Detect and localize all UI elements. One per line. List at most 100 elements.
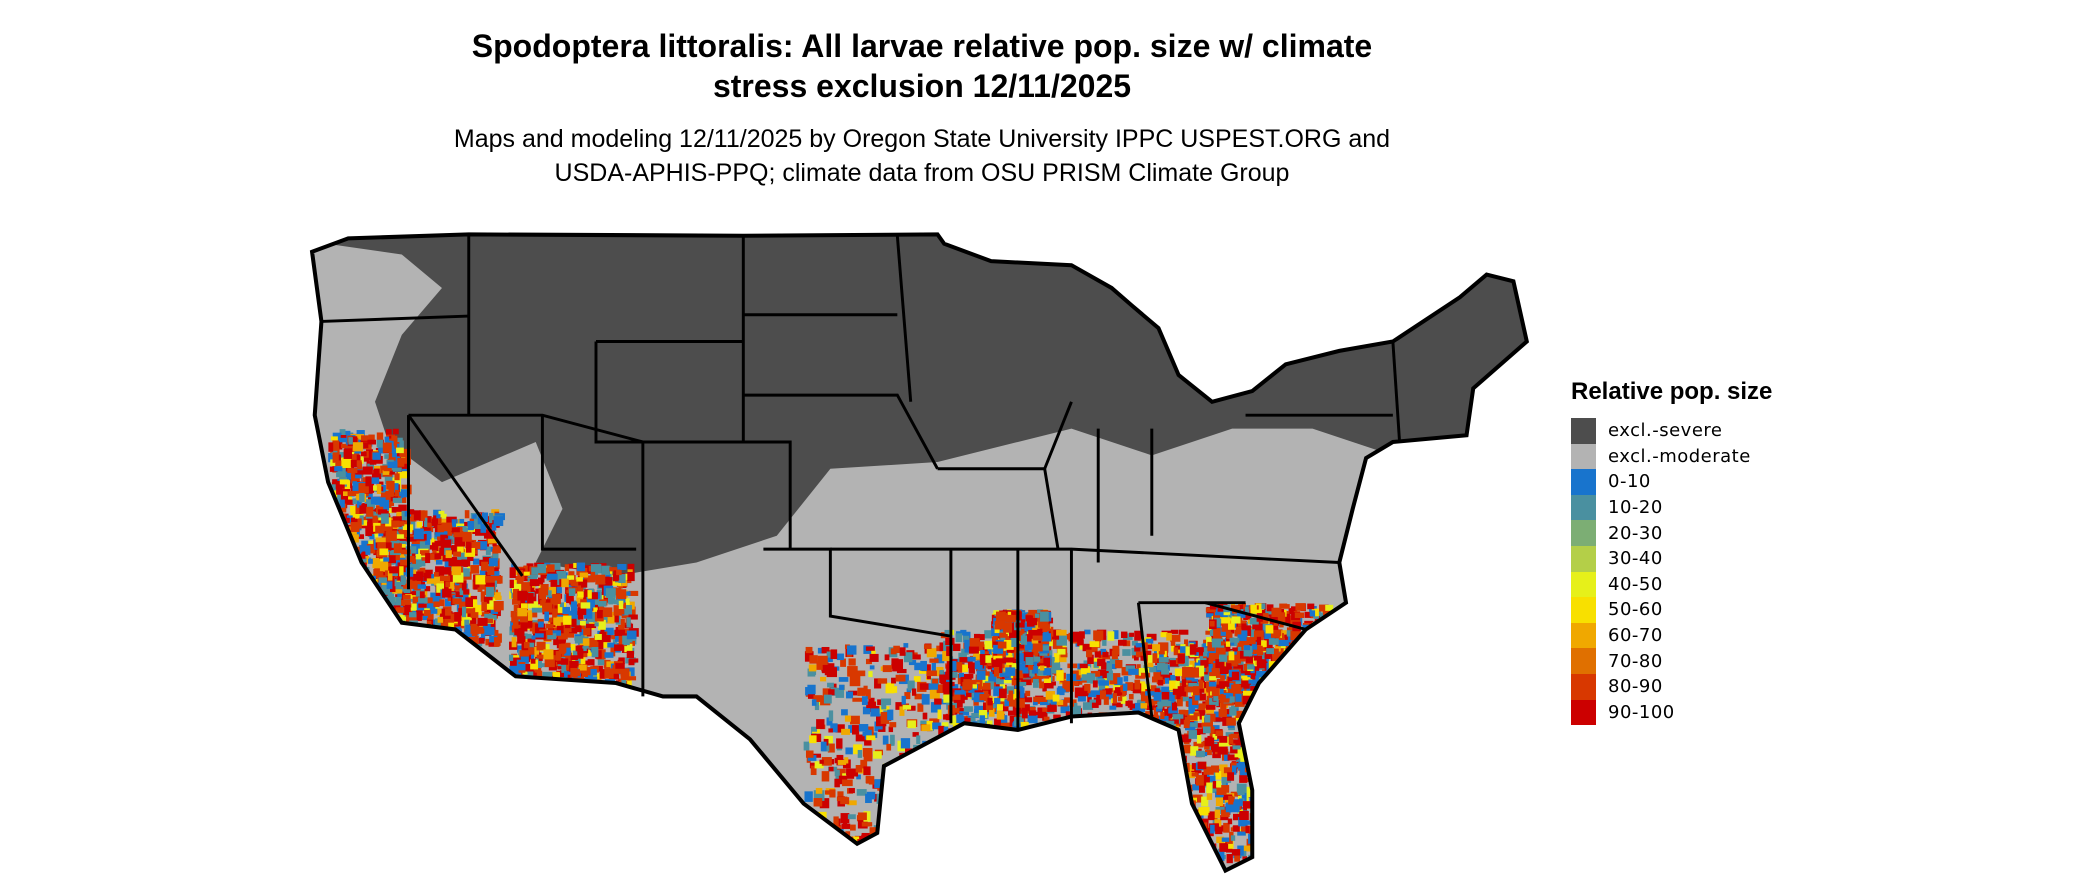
population-cell: [1171, 836, 1182, 842]
population-cell: [1193, 844, 1203, 851]
population-cell: [411, 591, 417, 596]
population-cell: [347, 600, 357, 607]
population-cell: [808, 664, 817, 672]
population-cell: [577, 591, 584, 598]
population-cell: [968, 664, 975, 674]
population-cell: [463, 590, 469, 601]
population-cell: [625, 598, 630, 606]
population-cell: [1253, 813, 1260, 819]
population-cell: [343, 586, 352, 597]
population-cell: [429, 574, 434, 580]
population-cell: [1270, 670, 1276, 680]
population-cell: [956, 757, 964, 768]
population-cell: [480, 523, 487, 533]
population-cell: [406, 628, 418, 636]
population-cell: [523, 571, 530, 576]
population-cell: [1215, 795, 1224, 807]
population-cell: [880, 698, 892, 706]
population-cell: [1045, 691, 1056, 700]
population-cell: [1262, 685, 1272, 693]
population-cell: [433, 572, 439, 577]
population-cell: [616, 569, 622, 576]
population-cell: [1272, 625, 1279, 630]
population-cell: [494, 637, 500, 647]
population-cell: [1092, 728, 1101, 738]
population-cell: [438, 628, 445, 638]
population-cell: [419, 591, 425, 599]
population-cell: [976, 670, 986, 680]
population-cell: [956, 708, 966, 714]
population-cell: [547, 633, 557, 640]
population-cell: [376, 623, 383, 632]
population-cell: [413, 528, 424, 540]
population-cell: [934, 804, 946, 812]
population-cell: [1096, 694, 1101, 706]
population-cell: [1003, 834, 1011, 839]
population-cell: [1229, 680, 1234, 689]
population-cell: [824, 669, 836, 676]
population-cell: [1318, 664, 1329, 671]
population-cell: [841, 823, 851, 829]
population-cell: [1206, 775, 1216, 782]
population-cell: [373, 533, 378, 538]
population-cell: [849, 675, 861, 687]
population-cell: [527, 636, 536, 643]
population-cell: [961, 746, 970, 755]
population-cell: [367, 439, 377, 445]
population-cell: [329, 587, 335, 597]
population-cell: [1238, 816, 1248, 827]
population-cell: [1208, 681, 1217, 687]
population-cell: [1260, 688, 1266, 699]
population-cell: [971, 712, 982, 718]
population-cell: [391, 635, 401, 641]
population-cell: [627, 676, 637, 681]
population-cell: [620, 618, 625, 628]
population-cell: [1125, 726, 1136, 736]
population-cell: [595, 574, 606, 585]
population-cell: [448, 620, 455, 628]
population-cell: [376, 620, 382, 625]
population-cell: [338, 560, 346, 569]
population-cell: [1220, 699, 1227, 710]
population-cell: [1228, 840, 1234, 849]
population-cell: [1280, 691, 1291, 701]
population-cell: [440, 613, 451, 619]
population-cell: [1117, 696, 1123, 702]
population-cell: [385, 429, 392, 436]
population-cell: [1047, 705, 1057, 712]
population-cell: [399, 529, 409, 536]
population-cell: [540, 583, 549, 590]
population-cell: [366, 543, 376, 552]
population-cell: [837, 791, 844, 799]
population-cell: [906, 688, 912, 693]
population-cell: [984, 745, 993, 751]
population-cell: [982, 682, 991, 690]
population-cell: [1278, 674, 1283, 681]
population-cell: [1209, 726, 1215, 737]
population-cell: [1107, 631, 1115, 641]
population-cell: [1026, 706, 1036, 714]
population-cell: [360, 615, 365, 622]
population-cell: [546, 573, 558, 580]
population-cell: [1178, 629, 1189, 635]
population-cell: [907, 720, 916, 729]
population-cell: [1241, 845, 1251, 852]
population-cell: [846, 770, 855, 779]
population-cell: [563, 615, 572, 625]
population-cell: [419, 541, 430, 550]
population-cell: [1312, 672, 1322, 677]
population-cell: [1208, 663, 1213, 673]
population-cell: [389, 629, 400, 638]
population-cell: [1004, 722, 1014, 729]
population-cell: [570, 579, 579, 587]
population-cell: [930, 798, 937, 806]
population-cell: [376, 618, 386, 625]
population-cell: [332, 572, 343, 582]
population-cell: [920, 720, 928, 726]
population-cell: [1317, 690, 1326, 696]
population-cell: [1272, 687, 1278, 694]
population-cell: [599, 669, 606, 679]
population-cell: [339, 437, 348, 443]
population-cell: [1014, 698, 1025, 708]
population-cell: [488, 642, 498, 647]
